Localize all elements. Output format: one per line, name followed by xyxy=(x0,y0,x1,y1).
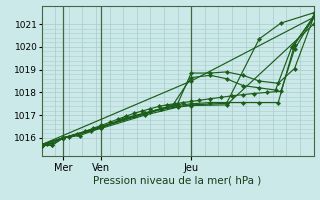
X-axis label: Pression niveau de la mer( hPa ): Pression niveau de la mer( hPa ) xyxy=(93,176,262,186)
